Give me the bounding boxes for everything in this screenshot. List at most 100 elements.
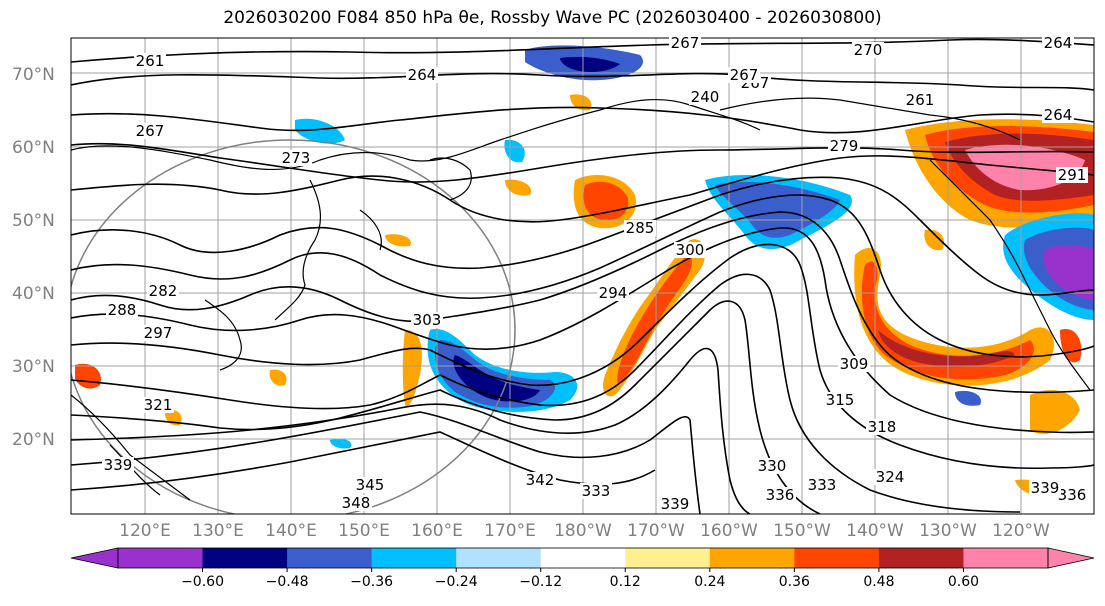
contour-label: 261: [906, 91, 935, 109]
contour-label: 288: [108, 301, 137, 319]
contour-label: 294: [599, 284, 628, 302]
contour-label: 315: [826, 391, 855, 409]
contour-label-bg: [689, 89, 721, 105]
positive-anomaly-small: [1030, 390, 1080, 434]
colorbar-segment: [794, 548, 880, 568]
lat-label: 30°N: [12, 357, 55, 377]
contour-label-bg: [524, 472, 556, 488]
reference-circle: [71, 139, 516, 514]
lon-label: 120°E: [119, 521, 171, 541]
colorbar-extend-max: [1047, 547, 1095, 569]
contour-label-bg: [102, 457, 134, 473]
colorbar-tick-label: 0.60: [948, 574, 979, 590]
contour-label-bg: [904, 92, 936, 108]
contour-label-bg: [354, 477, 386, 493]
colorbar-segment: [202, 548, 288, 568]
colorbar: −0.60 −0.48 −0.36 −0.24 −0.12 0.12 0.24 0.36 0.4…: [70, 547, 1095, 590]
contour-label: 318: [868, 418, 897, 436]
positive-anomaly-small: [505, 179, 531, 196]
contour-label-bg: [756, 458, 788, 474]
map-frame: [70, 37, 1095, 515]
lon-label: 140°W: [846, 521, 904, 541]
colorbar-segment: [456, 548, 542, 568]
positive-anomaly-small: [385, 234, 411, 247]
negative-anomaly-small: [955, 390, 981, 406]
lat-label: 50°N: [12, 211, 55, 231]
lon-label: 180°W: [554, 521, 612, 541]
lat-label: 40°N: [12, 284, 55, 304]
contour-label-bg: [874, 469, 906, 485]
lon-label: 130°W: [919, 521, 977, 541]
colorbar-tick-label: −0.24: [435, 574, 478, 590]
contour-label-bg: [838, 356, 870, 372]
colorbar-segment: [709, 548, 795, 568]
contour-label-bg: [1029, 480, 1061, 496]
lat-label: 60°N: [12, 138, 55, 158]
lat-label: 70°N: [12, 65, 55, 85]
colorbar-tick-label: −0.48: [266, 574, 309, 590]
contour-label: 321: [144, 396, 173, 414]
colorbar-segment: [963, 548, 1049, 568]
lon-label: 140°E: [265, 521, 317, 541]
contour-label: 264: [408, 66, 437, 84]
contour-label: 309: [840, 355, 869, 373]
contour-label-bg: [134, 53, 166, 69]
contour-label-bg: [142, 325, 174, 341]
contour-label: 345: [356, 476, 385, 494]
contour-label: 303: [413, 311, 442, 329]
contour-label-bg: [1056, 487, 1088, 503]
contour-label: 261: [136, 52, 165, 70]
colorbar-extend-min: [70, 547, 119, 569]
lat-label: 20°N: [12, 430, 55, 450]
contour-label: 291: [1058, 166, 1087, 184]
contour-label: 264: [1044, 106, 1073, 124]
lon-label: 120°W: [992, 521, 1050, 541]
contour-label: 330: [758, 457, 787, 475]
colorbar-tick-label: 0.12: [610, 574, 641, 590]
contour-label-bg: [659, 496, 691, 512]
contour-label-bg: [280, 150, 312, 166]
colorbar-tick-label: 0.48: [863, 574, 894, 590]
contour-label: 264: [1044, 34, 1073, 52]
contour-label-bg: [1042, 35, 1074, 51]
negative-anomaly-west-us-extreme: [1043, 245, 1094, 300]
contour-label-bg: [147, 283, 179, 299]
contour-label: 348: [342, 494, 371, 512]
contour-label-bg: [624, 220, 656, 236]
lon-label: 160°W: [700, 521, 758, 541]
contour-label: 285: [626, 219, 655, 237]
positive-anomaly-small: [924, 229, 945, 251]
contour-label: 240: [691, 88, 720, 106]
contour-label: 336: [766, 486, 795, 504]
contour-label: 339: [661, 495, 690, 513]
contour-label-bg: [824, 392, 856, 408]
colorbar-segment: [371, 548, 457, 568]
contour-label-bg: [828, 138, 860, 154]
theta-e-contours: [71, 38, 1094, 514]
lon-label: 150°W: [773, 521, 831, 541]
contour-label-bg: [674, 242, 706, 258]
lon-label: 170°W: [627, 521, 685, 541]
positive-anomaly-small: [570, 94, 592, 111]
negative-anomaly-arctic-core: [560, 56, 620, 72]
contour-label: 342: [526, 471, 555, 489]
colorbar-segment: [287, 548, 373, 568]
contour-label: 333: [582, 482, 611, 500]
contour-label: 339: [104, 456, 133, 474]
contour-label-bg: [1056, 167, 1088, 183]
contour-label-bg: [852, 42, 884, 58]
contour-label-bg: [597, 285, 629, 301]
contour-label: 267: [136, 122, 165, 140]
lon-label: 130°E: [192, 521, 244, 541]
contour-label-bg: [866, 419, 898, 435]
contour-label-bg: [134, 123, 166, 139]
longitude-labels: 120°E 130°E 140°E 150°E 160°E 170°E 180°…: [119, 521, 1050, 541]
negative-anomaly-small: [295, 118, 345, 144]
contour-label-bg: [580, 483, 612, 499]
contour-label-bg: [340, 495, 372, 511]
contour-label-bg: [142, 397, 174, 413]
colorbar-segment: [540, 548, 626, 568]
lon-label: 160°E: [411, 521, 463, 541]
negative-anomaly-small: [330, 438, 352, 449]
